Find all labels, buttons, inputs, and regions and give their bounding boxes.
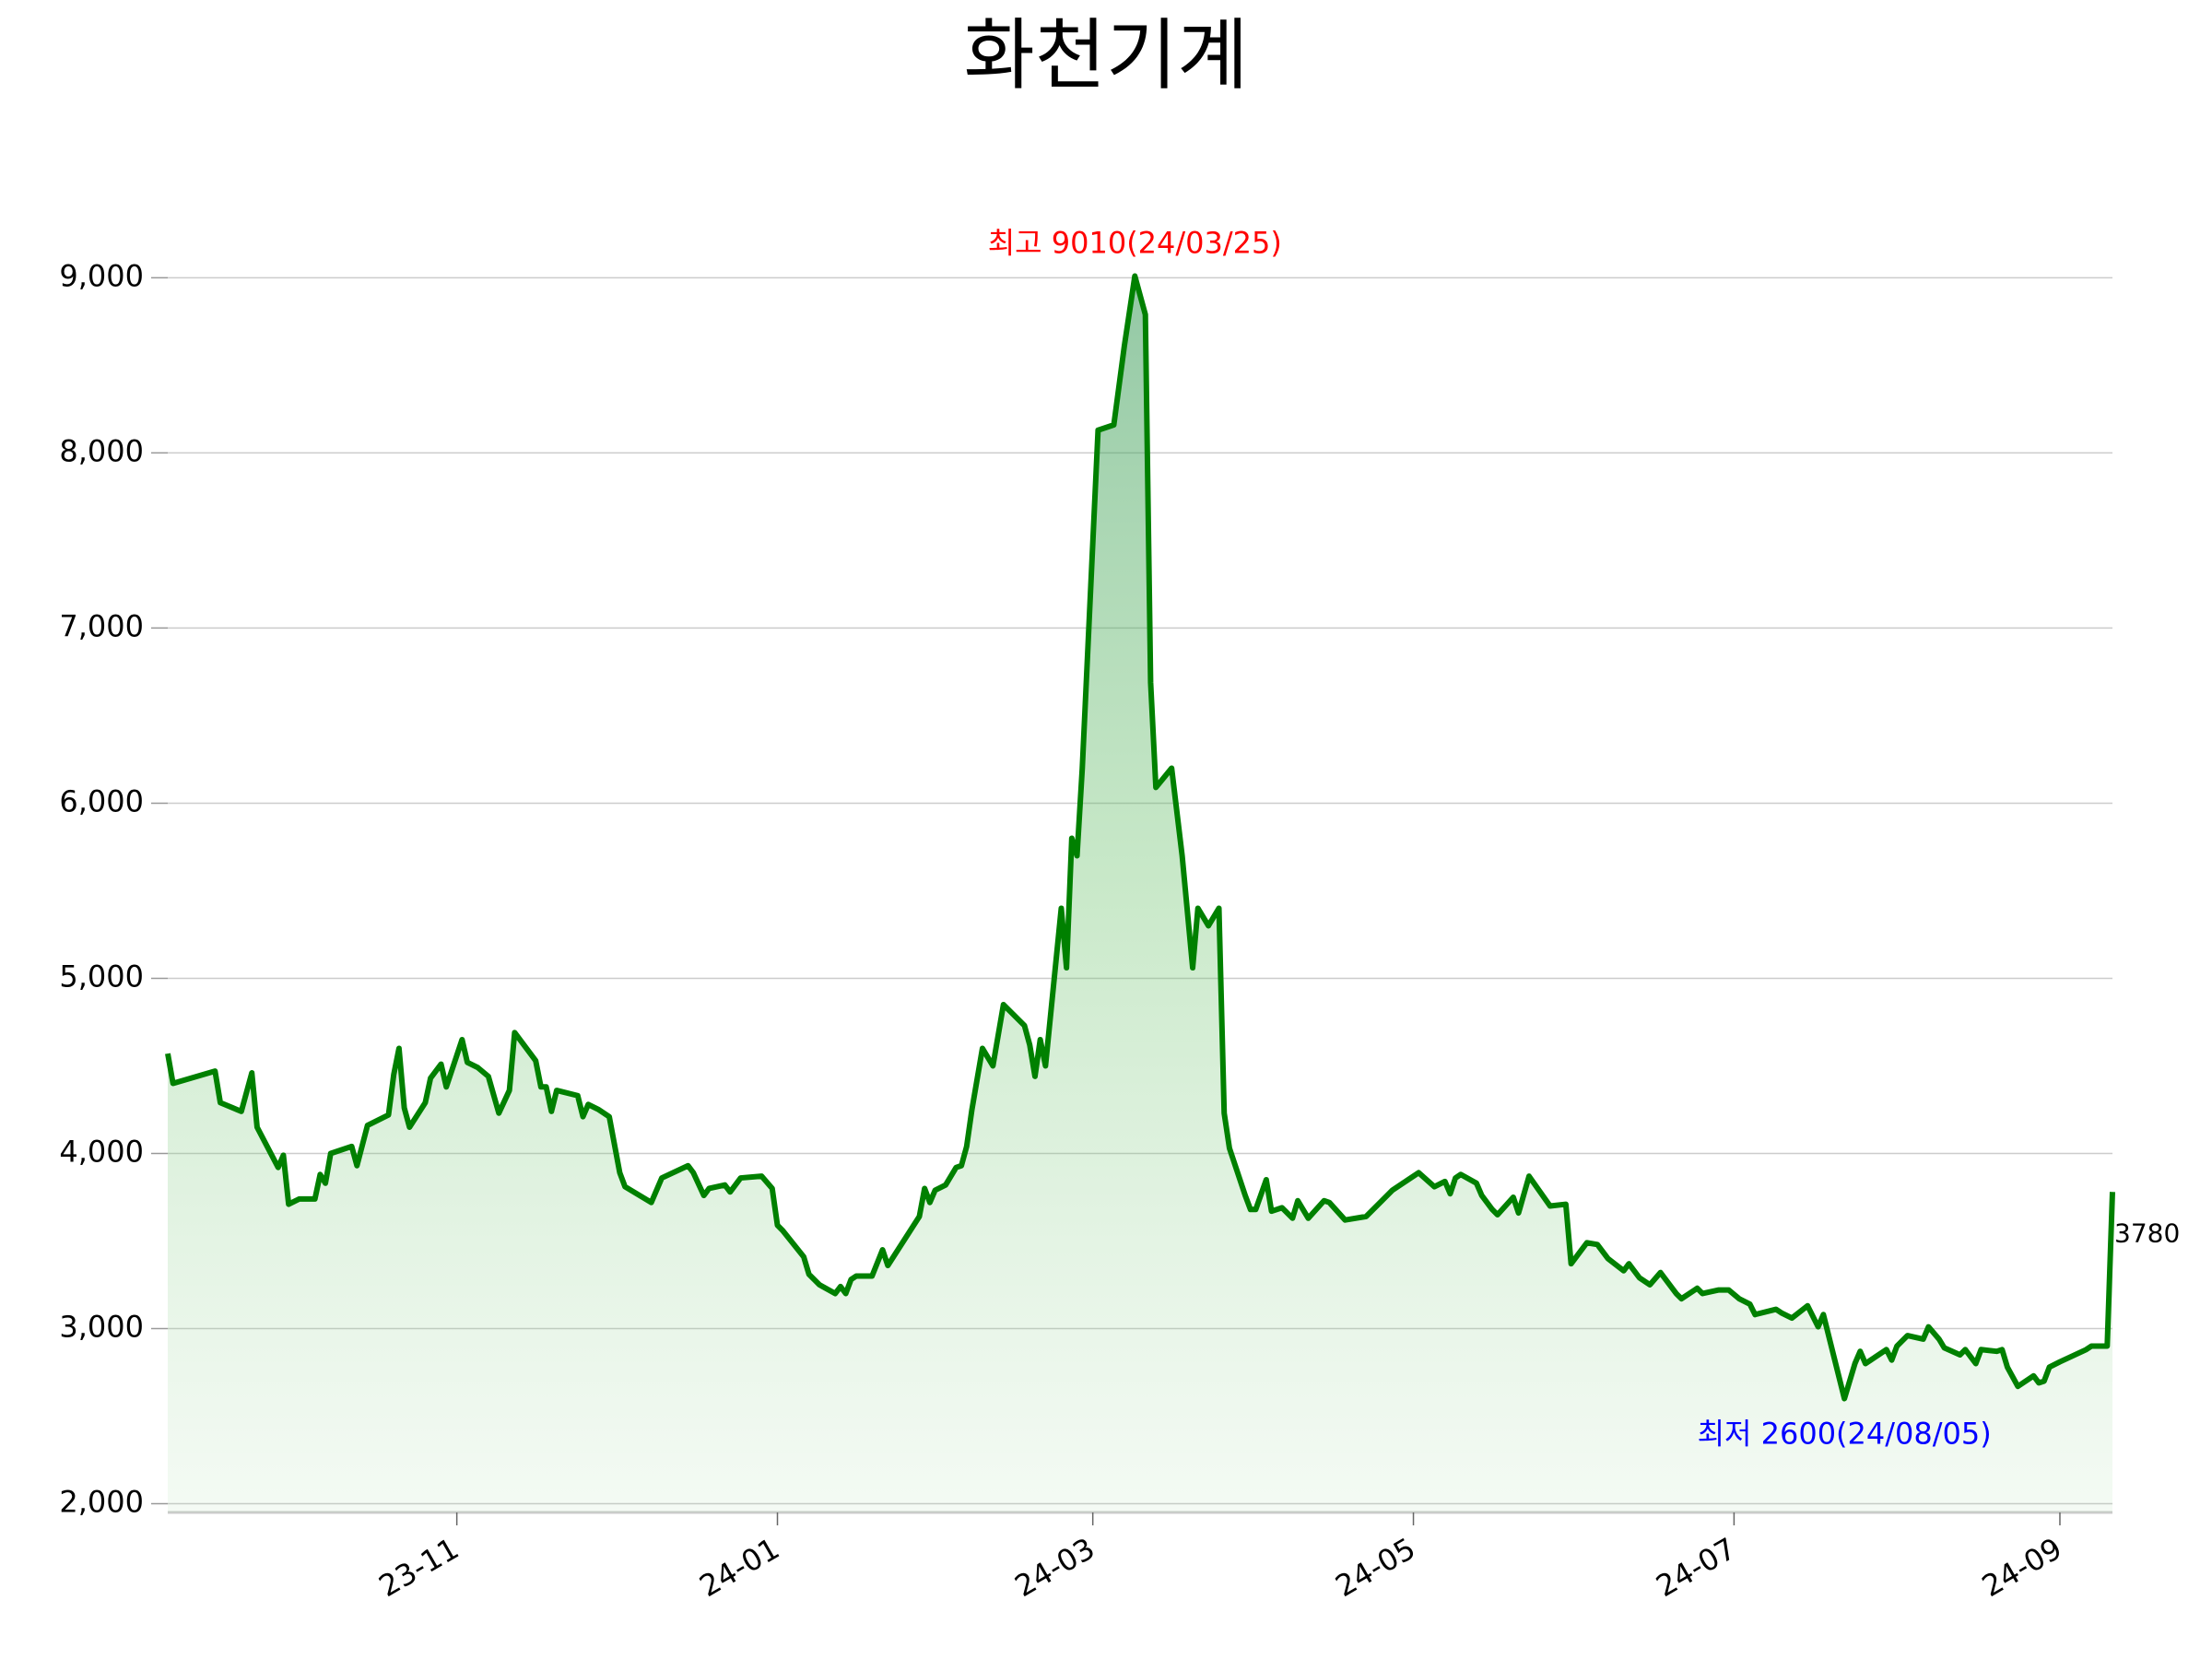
price-line [165,273,2115,1402]
y-tick-label: 5,000 [59,959,144,994]
x-tick-label: 23-11 [373,1531,465,1604]
x-tick-label: 24-09 [1976,1531,2068,1604]
y-tick-label: 9,000 [59,258,144,293]
x-tick-label: 24-03 [1009,1531,1101,1604]
max-annotation: 최고 9010(24/03/25) [988,226,1282,261]
y-tick-label: 3,000 [59,1309,144,1344]
x-tick-label: 24-01 [693,1531,785,1604]
y-tick-label: 4,000 [59,1134,144,1169]
last-value-label: 3780 [2114,1218,2180,1248]
y-tick-label: 6,000 [59,783,144,818]
chart-title: 화천기계 [963,10,1248,100]
min-annotation: 최저 2600(24/08/05) [1698,1416,1992,1451]
y-tick-label: 8,000 [59,433,144,468]
x-tick-label: 24-07 [1650,1531,1742,1604]
x-tick-label: 24-05 [1330,1531,1422,1604]
y-tick-label: 2,000 [59,1484,144,1519]
y-tick-label: 7,000 [59,608,144,643]
